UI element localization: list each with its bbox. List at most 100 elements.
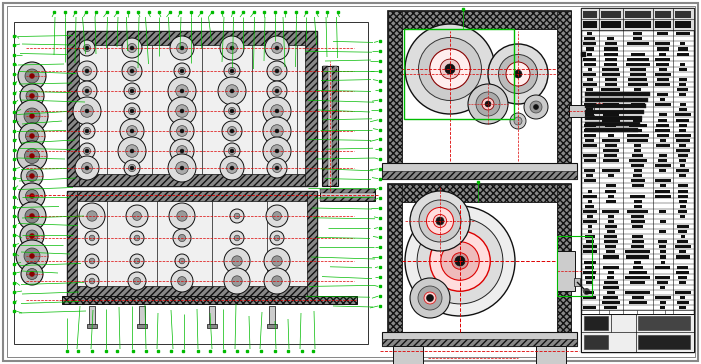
Bar: [627, 58, 649, 61]
Circle shape: [273, 277, 281, 285]
Bar: [630, 195, 645, 198]
Circle shape: [118, 117, 146, 145]
Circle shape: [177, 86, 187, 96]
Bar: [584, 179, 596, 182]
Circle shape: [273, 107, 280, 115]
Circle shape: [29, 233, 34, 238]
Bar: [604, 240, 618, 243]
Bar: [585, 291, 594, 294]
Bar: [585, 235, 595, 238]
Bar: [655, 58, 670, 61]
Circle shape: [180, 149, 184, 153]
Circle shape: [21, 263, 43, 285]
Bar: [676, 119, 689, 122]
Bar: [655, 296, 671, 299]
Circle shape: [18, 62, 46, 90]
Circle shape: [29, 272, 34, 277]
Bar: [14, 22, 368, 344]
Bar: [634, 261, 641, 264]
Circle shape: [132, 234, 142, 242]
Bar: [583, 220, 597, 223]
Bar: [605, 83, 617, 86]
Bar: [679, 281, 686, 284]
Circle shape: [234, 258, 240, 264]
Bar: [603, 266, 619, 269]
Circle shape: [405, 24, 495, 114]
Bar: [382, 332, 577, 346]
Bar: [584, 37, 595, 40]
Circle shape: [451, 253, 468, 269]
Circle shape: [266, 205, 288, 227]
Bar: [679, 250, 686, 253]
Circle shape: [275, 149, 279, 153]
Circle shape: [234, 278, 240, 284]
Circle shape: [81, 162, 93, 174]
Circle shape: [430, 231, 490, 291]
Bar: [660, 301, 666, 304]
Bar: [660, 250, 666, 253]
Bar: [657, 32, 668, 35]
Circle shape: [177, 146, 187, 157]
Bar: [584, 169, 595, 172]
Circle shape: [273, 127, 280, 135]
Circle shape: [266, 270, 288, 292]
Circle shape: [132, 256, 142, 266]
Bar: [605, 225, 617, 228]
Circle shape: [25, 209, 39, 223]
Circle shape: [178, 257, 186, 265]
Bar: [586, 115, 594, 119]
Circle shape: [273, 165, 280, 171]
Circle shape: [132, 277, 142, 285]
Bar: [603, 286, 619, 289]
Circle shape: [130, 166, 134, 170]
Bar: [632, 240, 644, 243]
Circle shape: [485, 101, 491, 107]
Bar: [630, 73, 646, 76]
Bar: [388, 11, 402, 179]
Circle shape: [410, 191, 470, 251]
Bar: [584, 335, 608, 349]
Bar: [585, 98, 595, 101]
Bar: [676, 271, 689, 274]
Bar: [660, 185, 666, 187]
Circle shape: [29, 174, 34, 178]
Circle shape: [25, 190, 39, 202]
Bar: [605, 58, 617, 61]
Bar: [631, 164, 644, 167]
Circle shape: [177, 107, 186, 115]
Circle shape: [533, 104, 538, 110]
Circle shape: [267, 38, 287, 58]
Bar: [305, 31, 317, 186]
Bar: [656, 63, 669, 66]
Circle shape: [130, 46, 134, 50]
Circle shape: [273, 211, 281, 220]
Circle shape: [275, 89, 279, 93]
Bar: [633, 128, 642, 132]
Circle shape: [83, 207, 101, 225]
Bar: [62, 296, 357, 304]
Bar: [631, 215, 644, 218]
Bar: [584, 128, 596, 132]
Circle shape: [418, 286, 442, 310]
Circle shape: [25, 149, 39, 163]
Circle shape: [230, 166, 234, 170]
Circle shape: [81, 86, 93, 96]
Circle shape: [124, 248, 150, 274]
Bar: [676, 256, 690, 258]
Bar: [627, 134, 649, 137]
Bar: [627, 139, 648, 142]
Circle shape: [180, 129, 184, 133]
Circle shape: [24, 248, 40, 264]
Circle shape: [83, 127, 90, 135]
Circle shape: [79, 63, 95, 79]
Bar: [586, 88, 593, 91]
Bar: [67, 31, 317, 45]
Bar: [656, 144, 670, 147]
Bar: [584, 261, 596, 264]
Bar: [583, 250, 597, 253]
Circle shape: [176, 65, 189, 77]
Bar: [632, 154, 643, 157]
Circle shape: [79, 123, 95, 139]
Bar: [660, 98, 665, 101]
Circle shape: [226, 227, 248, 249]
